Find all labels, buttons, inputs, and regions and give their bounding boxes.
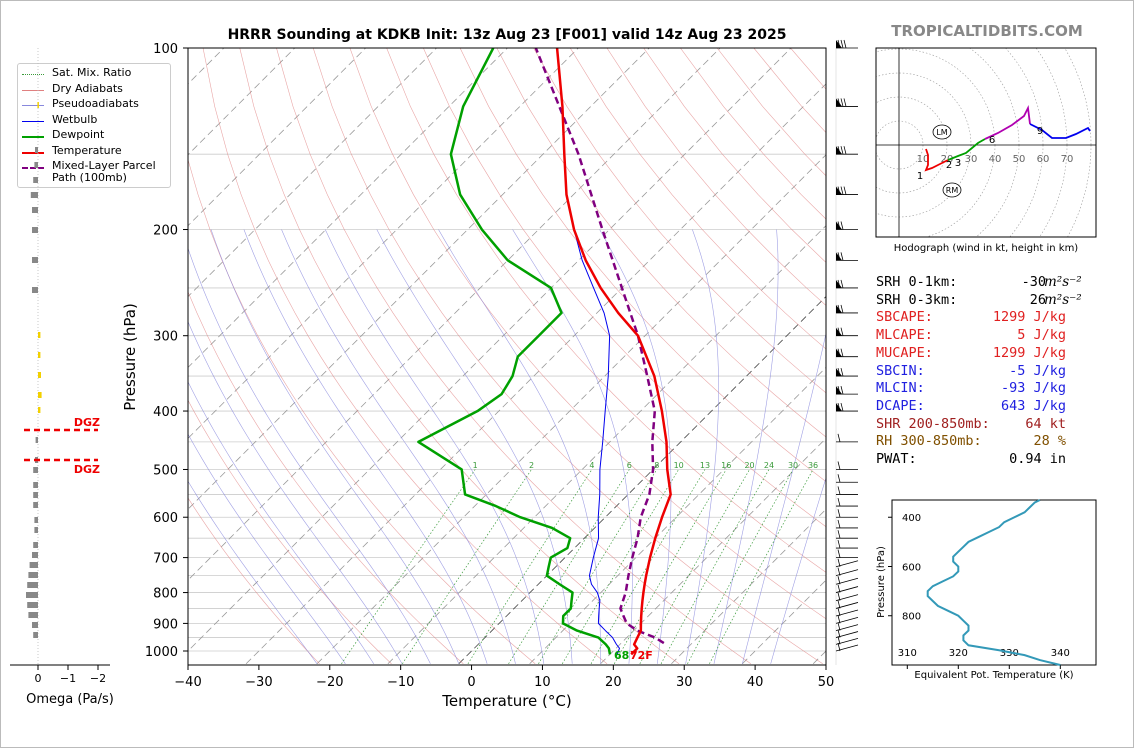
chart-title: HRRR Sounding at KDKB Init: 13z Aug 23 [… (227, 27, 787, 43)
index-value: -30 (1021, 274, 1046, 290)
index-unit: m²s⁻² (1044, 291, 1082, 308)
legend-entry: Sat. Mix. Ratio (22, 67, 164, 82)
legend-label: Mixed-Layer Parcel Path (100mb) (52, 159, 156, 184)
index-value: 1299 J/kg (992, 344, 1066, 361)
legend-swatch (22, 105, 44, 106)
index-value: 26 (1029, 291, 1046, 308)
legend-entry: Temperature (22, 143, 164, 160)
index-label: PWAT: (876, 451, 917, 467)
legend-label: Dewpoint (52, 128, 105, 141)
index-label: SRH 0-3km: (876, 291, 958, 308)
index-unit: m²s⁻² (1044, 274, 1082, 290)
legend-swatch (22, 74, 44, 75)
legend-swatch (22, 120, 44, 122)
legend-entry: Mixed-Layer Parcel Path (100mb) (22, 160, 164, 184)
legend-label: Wetbulb (52, 112, 98, 126)
index-label: MLCAPE: (876, 327, 933, 344)
legend-entry: Dry Adiabats (22, 81, 164, 98)
legend-swatch (22, 167, 44, 169)
index-value: 28 % (1033, 433, 1066, 450)
legend-entry: Dewpoint (22, 129, 164, 144)
legend-swatch (22, 136, 44, 138)
legend-label: Dry Adiabats (52, 81, 123, 95)
index-value: 64 kt (1025, 415, 1066, 432)
index-label: RH 300-850mb: (876, 433, 982, 450)
index-value: -93 J/kg (1000, 380, 1066, 397)
legend: Sat. Mix. Ratio Dry Adiabats Pseudoadiabat… (17, 63, 171, 188)
index-value: 5 J/kg (1017, 327, 1066, 344)
legend-swatch (22, 151, 44, 154)
index-label: MLCIN: (876, 380, 925, 397)
index-label: MUCAPE: (876, 344, 933, 361)
legend-swatch (22, 89, 44, 91)
index-label: SBCAPE: (876, 309, 933, 326)
watermark: TROPICALTIDBITS.COM (891, 22, 1083, 40)
index-value: -5 J/kg (1009, 362, 1066, 379)
legend-entry: Wetbulb (22, 112, 164, 129)
legend-label: Sat. Mix. Ratio (52, 66, 132, 79)
index-label: SHR 200-850mb: (876, 415, 990, 432)
index-label: SRH 0-1km: (876, 274, 958, 290)
index-label: DCAPE: (876, 397, 925, 414)
index-value: 643 J/kg (1000, 397, 1066, 414)
index-label: SBCIN: (876, 362, 925, 379)
legend-label: Pseudoadiabats (52, 97, 139, 110)
legend-entry: Pseudoadiabats (22, 98, 164, 113)
index-value: 1299 J/kg (992, 309, 1066, 326)
index-value: 0.94 in (1009, 451, 1066, 467)
legend-label: Temperature (52, 143, 122, 157)
